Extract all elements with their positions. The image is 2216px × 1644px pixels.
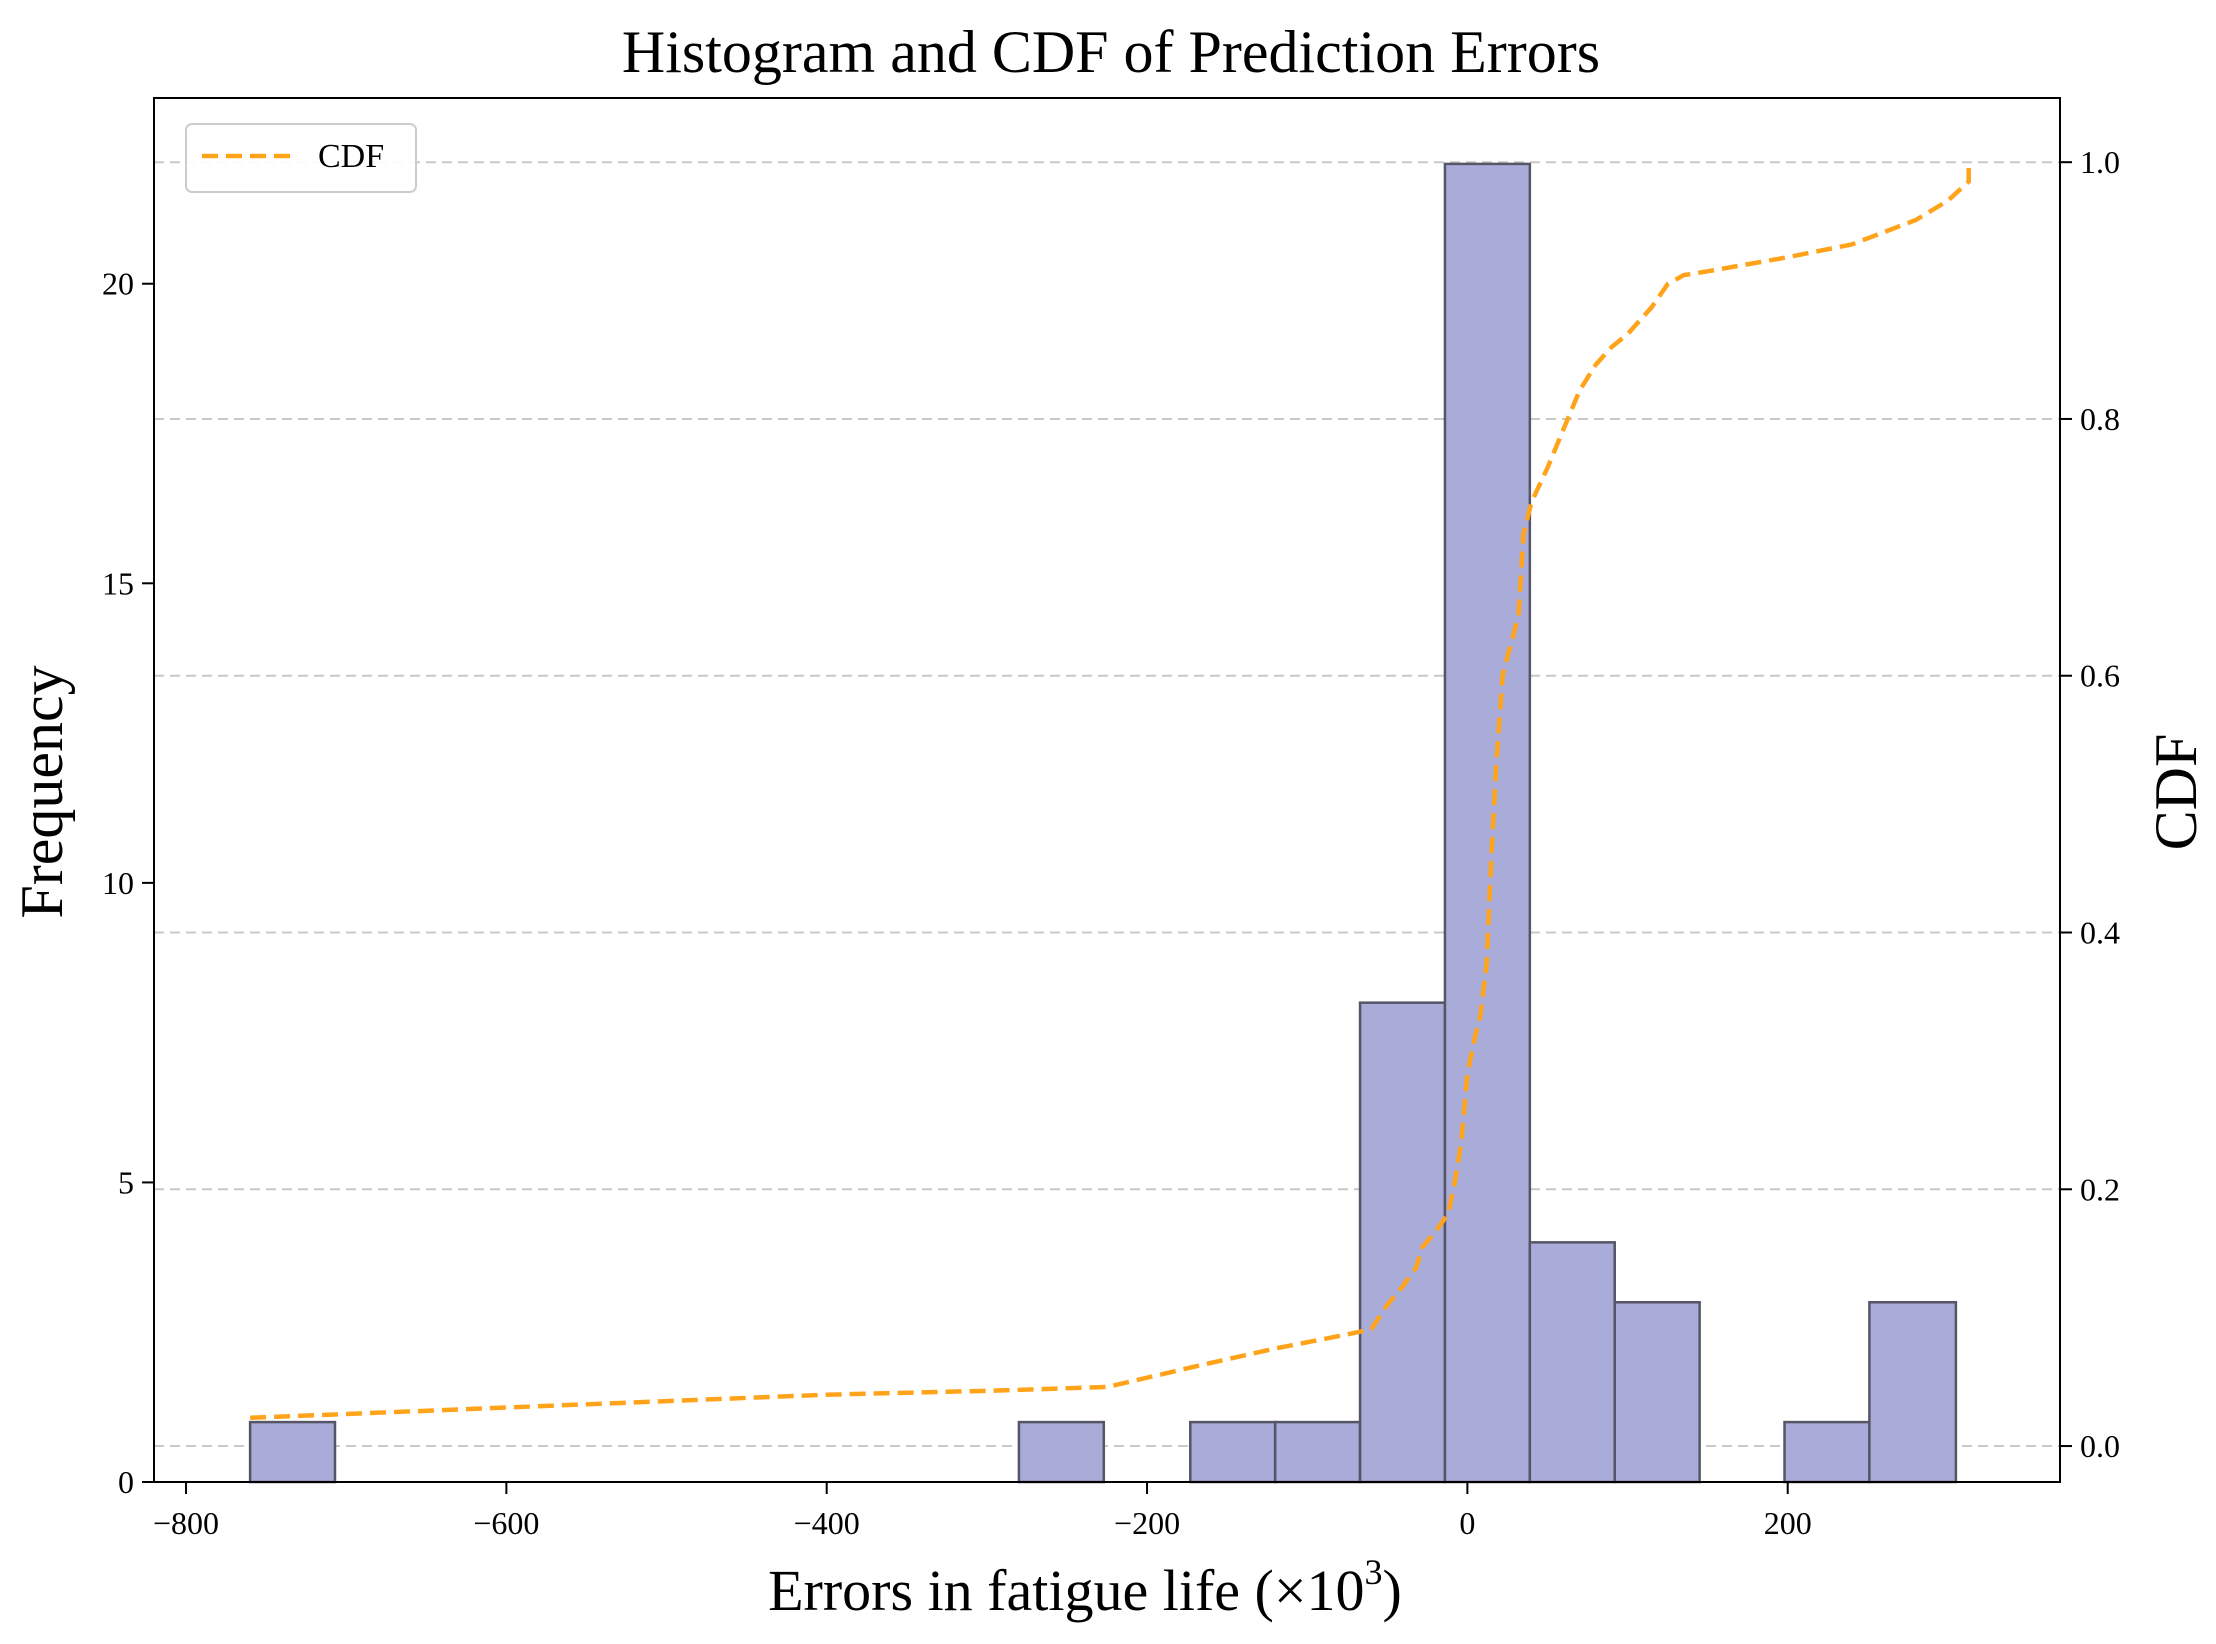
- y-tick-label-0: 0: [118, 1464, 134, 1500]
- grid-lines: [154, 161, 2060, 1448]
- y2-tick-label-1: 0.2: [2080, 1171, 2120, 1207]
- histogram-bar-5: [1443, 162, 1532, 1484]
- histogram-bars: [248, 162, 1958, 1484]
- histogram-bar-6: [1528, 1241, 1616, 1484]
- y2-tick-label-5: 1.0: [2080, 144, 2120, 180]
- x-tick-label-1: −600: [473, 1505, 539, 1541]
- histogram-bar-3: [1273, 1420, 1362, 1484]
- plot-frame: [153, 97, 2061, 1483]
- x-tick-label-4: 0: [1459, 1505, 1475, 1541]
- legend: CDF: [185, 123, 417, 193]
- legend-box: [185, 123, 417, 193]
- legend-cdf-label: CDF: [318, 138, 384, 175]
- histogram-bar-1: [1017, 1420, 1106, 1484]
- x-axis-label-close: ): [1383, 1558, 1402, 1623]
- y2-axis-ticks: 0.0 0.2 0.4 0.6 0.8 1.0: [2060, 144, 2120, 1464]
- chart-title: Histogram and CDF of Prediction Errors: [622, 19, 1600, 85]
- x-tick-label-0: −800: [153, 1505, 219, 1541]
- y-tick-label-3: 15: [102, 565, 134, 601]
- x-axis-label-main: Errors in fatigue life (×10: [768, 1558, 1364, 1623]
- y2-tick-label-4: 0.8: [2080, 401, 2120, 437]
- histogram-bar-8: [1783, 1420, 1871, 1484]
- y-tick-label-4: 20: [102, 266, 134, 302]
- histogram-bar-2: [1189, 1420, 1277, 1484]
- y-tick-label-1: 5: [118, 1164, 134, 1200]
- y-tick-label-2: 10: [102, 865, 134, 901]
- x-axis-label-exponent: 3: [1365, 1552, 1383, 1592]
- x-tick-label-5: 200: [1764, 1505, 1812, 1541]
- x-axis-label: Errors in fatigue life (×103): [768, 1552, 1402, 1623]
- histogram-bar-7: [1613, 1301, 1701, 1484]
- y2-tick-label-3: 0.6: [2080, 658, 2120, 694]
- histogram-bar-9: [1868, 1301, 1958, 1484]
- x-tick-label-2: −400: [794, 1505, 860, 1541]
- x-axis-ticks: −800 −600 −400 −200 0 200: [153, 1482, 1812, 1541]
- y2-tick-label-0: 0.0: [2080, 1428, 2120, 1464]
- y2-tick-label-2: 0.4: [2080, 915, 2120, 951]
- y-axis-ticks: 0 5 10 15 20: [102, 266, 154, 1500]
- histogram-bar-4: [1358, 1001, 1447, 1484]
- y2-axis-label: CDF: [2143, 734, 2209, 851]
- x-tick-label-3: −200: [1114, 1505, 1180, 1541]
- y-axis-label: Frequency: [9, 665, 75, 918]
- histogram-bar-0: [248, 1420, 337, 1484]
